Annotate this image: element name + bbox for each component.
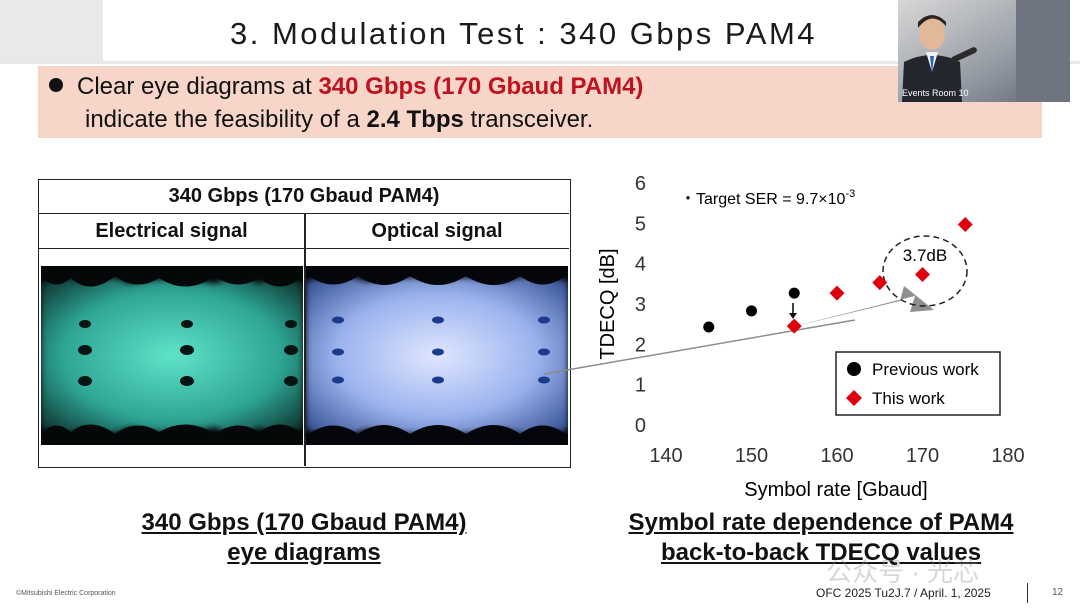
video-room-label: Events Room 10	[902, 88, 969, 98]
bullet-line-2-prefix: indicate the feasibility of a	[85, 106, 367, 133]
y-tick-label: 6	[635, 173, 646, 195]
caption-right: Symbol rate dependence of PAM4 back-to-b…	[590, 509, 1052, 567]
y-tick-label: 2	[635, 334, 646, 356]
slide-title: 3. Modulation Test : 340 Gbps PAM4	[230, 16, 818, 51]
y-tick-label: 0	[635, 415, 646, 437]
eye-col-optical: Optical signal	[305, 214, 569, 249]
data-point-previous	[703, 321, 715, 333]
eye-diagram-table: 340 Gbps (170 Gbaud PAM4) Electrical sig…	[38, 179, 571, 468]
eye-col-electrical: Electrical signal	[39, 214, 304, 249]
footer-conference: OFC 2025 Tu2J.7 / April. 1, 2025	[816, 586, 991, 600]
footer-separator	[1027, 583, 1028, 603]
caption-left-line-2: eye diagrams	[227, 539, 381, 566]
x-tick-label: 160	[820, 445, 853, 467]
y-tick-labels: 0 1 2 3 4 5 6	[635, 173, 646, 437]
data-point-this-work	[872, 275, 888, 291]
data-point-previous	[788, 287, 800, 299]
legend-label-previous: Previous work	[872, 360, 979, 379]
caption-left: 340 Gbps (170 Gbaud PAM4) eye diagrams	[104, 509, 504, 567]
bullet-line-1-highlight: 340 Gbps (170 Gbaud PAM4)	[318, 73, 644, 100]
gain-ellipse	[882, 235, 968, 307]
electrical-eye-diagram	[41, 266, 303, 445]
bullet-dot-icon	[49, 78, 63, 92]
bullet-line-2: indicate the feasibility of a 2.4 Tbps t…	[85, 106, 593, 134]
x-axis-label: Symbol rate [Gbaud]	[744, 479, 927, 501]
page-number: 12	[1052, 587, 1064, 598]
bullet-box	[38, 66, 1042, 138]
watermark: 公众号 · 光芯	[826, 557, 980, 587]
title-divider	[0, 61, 1080, 64]
down-arrow-icon	[789, 303, 797, 319]
data-point-this-work	[915, 267, 930, 283]
x-tick-label: 170	[906, 445, 939, 467]
y-axis-label: TDECQ [dB]	[597, 248, 619, 359]
legend-box	[835, 351, 1001, 416]
y-tick-label: 3	[635, 294, 646, 316]
target-ser-annotation: ・Target SER = 9.7×10-3	[680, 188, 855, 208]
bullet-line-1: Clear eye diagrams at 340 Gbps (170 Gbau…	[77, 73, 643, 101]
caption-right-line-2: back-to-back TDECQ values	[660, 539, 982, 566]
eye-table-divider	[304, 214, 306, 466]
bullet-line-2-suffix: transceiver.	[463, 106, 594, 133]
trend-arrow-icon	[780, 286, 934, 330]
chart-legend: Previous work This work	[835, 351, 1001, 416]
speaker-figure-icon	[898, 0, 1070, 102]
target-ser-exponent: -3	[845, 188, 855, 200]
data-point-this-work	[786, 318, 802, 334]
y-tick-label: 5	[635, 213, 646, 235]
gain-annotation: 3.7dB	[903, 246, 947, 265]
x-tick-labels: 140 150 160 170 180	[649, 445, 1024, 467]
speaker-video: Events Room 10	[898, 0, 1070, 102]
data-points	[703, 217, 973, 334]
eye-table-title: 340 Gbps (170 Gbaud PAM4)	[39, 180, 569, 214]
legend-marker-this	[846, 390, 862, 406]
legend-marker-previous	[847, 362, 861, 376]
x-tick-label: 180	[991, 445, 1024, 467]
target-ser-text: ・Target SER = 9.7×10	[680, 191, 846, 208]
caption-right-line-1: Symbol rate dependence of PAM4	[628, 509, 1014, 536]
y-tick-label: 1	[635, 375, 646, 397]
data-point-this-work	[957, 217, 973, 233]
optical-eye-diagram	[306, 266, 568, 445]
y-tick-label: 4	[635, 254, 646, 276]
data-point-this-work	[829, 285, 845, 301]
x-tick-label: 140	[649, 445, 682, 467]
caption-left-line-1: 340 Gbps (170 Gbaud PAM4)	[141, 509, 467, 536]
bullet-line-2-bold: 2.4 Tbps	[366, 106, 464, 133]
data-point-previous	[746, 305, 757, 317]
bullet-line-1-prefix: Clear eye diagrams at	[77, 73, 319, 100]
title-left-block	[0, 0, 103, 63]
x-tick-label: 150	[735, 445, 768, 467]
legend-label-this: This work	[872, 389, 945, 408]
connector-line	[543, 319, 856, 375]
footer-copyright: ©Mitsubishi Electric Corporation	[16, 590, 116, 597]
